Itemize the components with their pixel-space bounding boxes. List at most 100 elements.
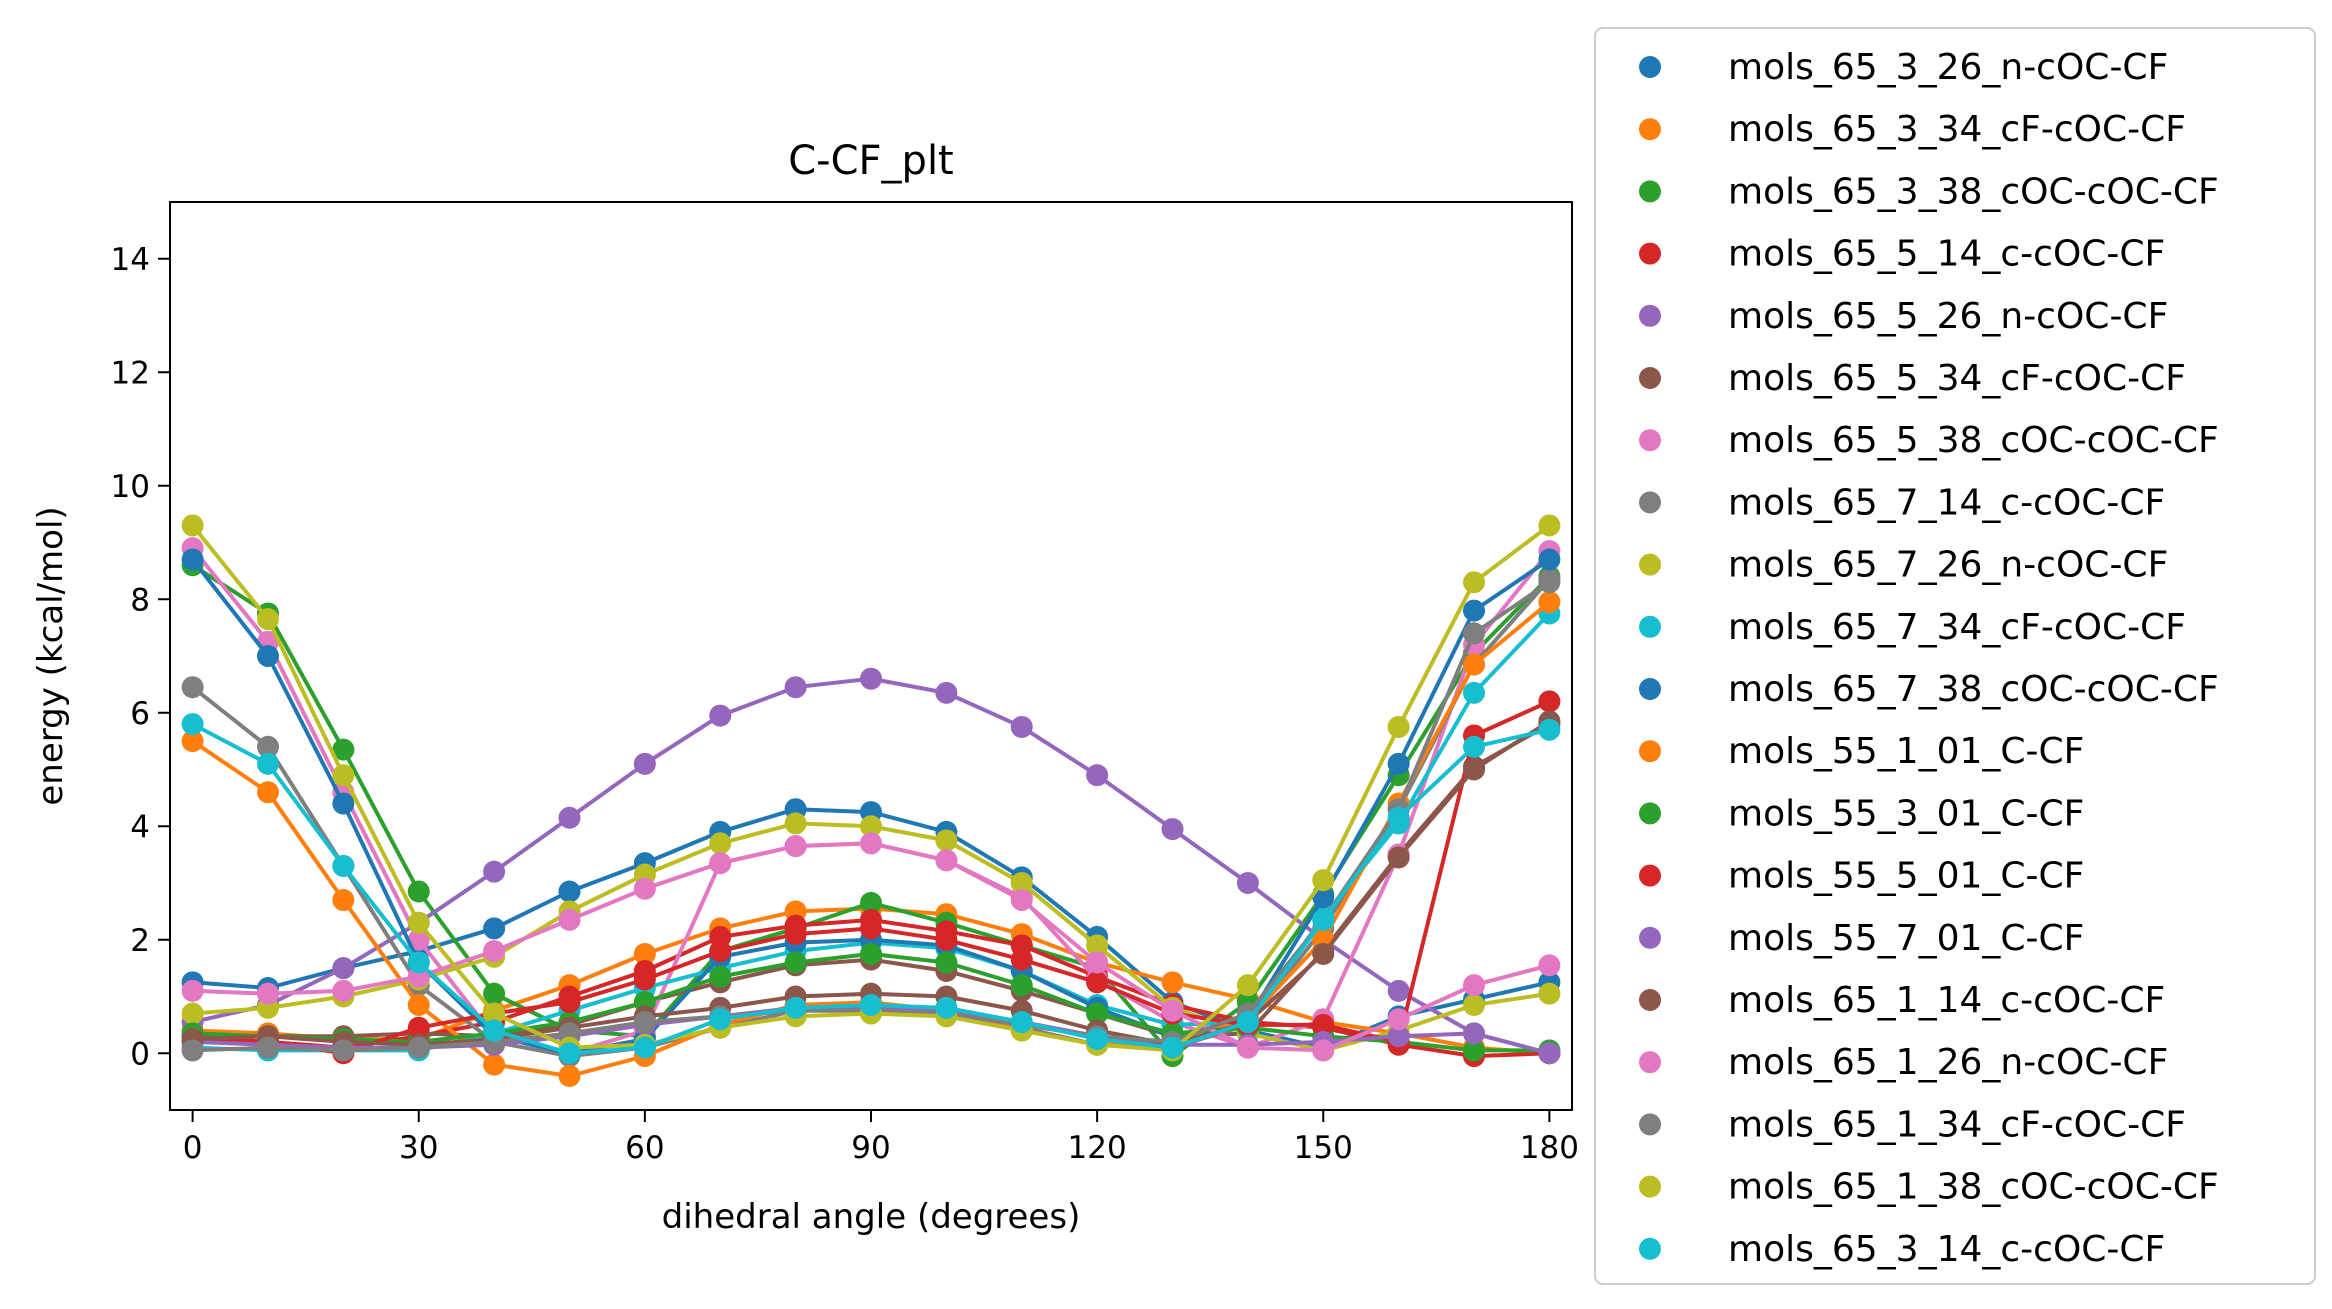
legend-label: mols_65_7_14_c-cOC-CF [1728,482,2165,523]
legend-label: mols_65_1_26_n-cOC-CF [1728,1042,2168,1083]
data-point [256,608,279,631]
data-point [784,951,807,974]
data-point [784,923,807,946]
data-point [860,917,882,940]
data-point [784,676,807,699]
data-point [558,1064,581,1087]
plot-frame [169,201,1573,1111]
data-point [181,713,204,736]
x-tick-label: 90 [851,1130,890,1166]
legend-marker [1639,802,1661,825]
legend-marker [1639,491,1661,514]
series-mols_65_1_26_n-cOC-CF [181,832,1561,1062]
legend-marker [1639,1051,1661,1074]
legend-marker [1639,429,1661,452]
data-point [1538,954,1561,977]
data-point [1387,846,1410,869]
data-point [1236,974,1259,997]
data-point [1387,1025,1410,1048]
data-point [1010,948,1033,971]
y-tick-label: 10 [111,469,150,505]
x-tick-label: 120 [1068,1130,1127,1166]
legend-label: mols_65_7_38_cOC-cOC-CF [1728,669,2219,710]
legend-label: mols_65_5_34_cF-cOC-CF [1728,358,2186,399]
data-point [935,928,958,951]
data-point [1236,1036,1259,1059]
legend-marker [1639,242,1661,265]
data-point [709,1008,732,1031]
legend-marker [1639,678,1661,700]
legend-label: mols_55_3_01_C-CF [1728,793,2084,834]
data-point [633,968,656,991]
data-point [709,965,732,988]
legend-marker [1639,56,1661,78]
x-axis: 0 30 60 90 120 150 180 [183,1110,1579,1166]
legend-label: mols_55_1_01_C-CF [1728,731,2084,772]
data-point [1086,764,1109,787]
data-point [407,911,430,934]
x-tick-label: 30 [399,1130,438,1166]
data-point [332,889,355,912]
data-point [709,704,732,727]
data-point [1236,1011,1259,1034]
legend: mols_65_3_26_n-cOC-CF mols_65_3_34_cF-cOC… [1594,27,2316,1285]
data-point [407,928,430,951]
legend-label: mols_65_3_26_n-cOC-CF [1728,47,2168,88]
data-point [1161,971,1184,994]
data-point [1312,1013,1335,1036]
data-point [483,1002,506,1025]
legend-label: mols_65_5_26_n-cOC-CF [1728,296,2168,337]
data-point [181,1002,204,1025]
legend-label: mols_65_3_14_c-cOC-CF [1728,1229,2165,1270]
data-point [483,940,506,963]
legend-label: mols_65_5_14_c-cOC-CF [1728,234,2165,275]
data-point [935,996,958,1019]
y-tick-label: 0 [130,1036,150,1072]
data-point [1387,715,1410,738]
y-tick-label: 14 [111,242,150,278]
legend-label: mols_55_7_01_C-CF [1728,918,2084,959]
data-point [1463,622,1486,645]
data-point [1010,974,1033,997]
data-point [483,860,506,883]
y-axis-label: energy (kcal/mol) [31,506,71,805]
data-point [1463,735,1486,758]
data-point [1463,1022,1486,1045]
data-point [1387,1008,1410,1031]
legend-marker [1639,864,1661,887]
y-tick-label: 2 [130,923,150,959]
data-point [332,738,355,761]
data-point [181,514,204,537]
data-point [558,991,581,1014]
y-tick-label: 8 [130,582,150,618]
data-point [558,880,581,903]
data-point [709,832,732,855]
y-tick-label: 12 [111,355,150,391]
data-point [407,1036,430,1059]
legend-marker [1639,1237,1661,1260]
legend-marker [1639,989,1661,1011]
data-point [1538,591,1561,614]
legend-label: mols_65_1_38_cOC-cOC-CF [1728,1167,2219,1208]
data-point [1538,571,1561,594]
data-point [784,812,807,835]
data-point [709,852,732,875]
data-point [633,1011,656,1034]
data-point [935,849,958,872]
data-point [181,979,204,1002]
legend-label: mols_65_3_34_cF-cOC-CF [1728,109,2186,150]
legend-label: mols_55_5_01_C-CF [1728,856,2084,897]
data-point [332,764,355,787]
series-mols_65_1_38_cOC-cOC-CF [181,514,1561,1062]
legend-label: mols_65_7_26_n-cOC-CF [1728,545,2168,586]
legend-label: mols_65_1_34_cF-cOC-CF [1728,1104,2186,1145]
data-point [1538,690,1561,713]
data-point [1387,752,1410,775]
x-axis-label: dihedral angle (degrees) [662,1197,1081,1237]
data-point [1463,681,1486,704]
legend-label: mols_65_5_38_cOC-cOC-CF [1728,420,2219,461]
data-point [1086,971,1109,994]
legend-label: mols_65_1_14_c-cOC-CF [1728,980,2165,1021]
data-point [1010,889,1033,912]
